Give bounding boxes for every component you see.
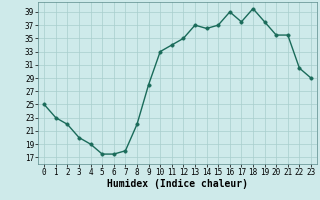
X-axis label: Humidex (Indice chaleur): Humidex (Indice chaleur) (107, 179, 248, 189)
